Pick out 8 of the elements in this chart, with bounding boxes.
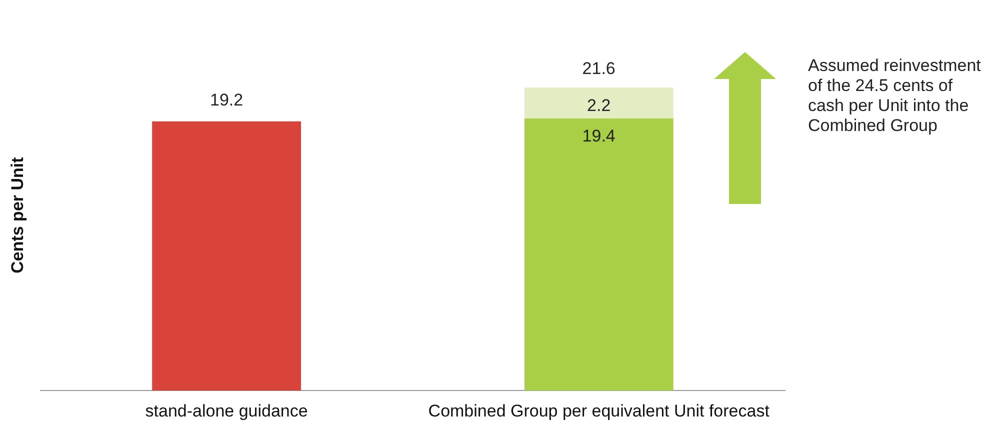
data-label: 19.2: [210, 90, 244, 110]
y-axis-title: Cents per Unit: [8, 156, 27, 274]
data-label: 2.2: [587, 96, 611, 115]
text: Assumed reinvestment of the 24.5 cents of cash per Unit into the Combined Group: [808, 56, 982, 136]
total-label: 21.6: [582, 58, 616, 78]
x-tick-label: stand-alone guidance: [145, 401, 308, 420]
x-tick-label: Combined Group per equivalent Unit forecast: [428, 401, 770, 420]
data-label: 19.4: [582, 126, 616, 146]
